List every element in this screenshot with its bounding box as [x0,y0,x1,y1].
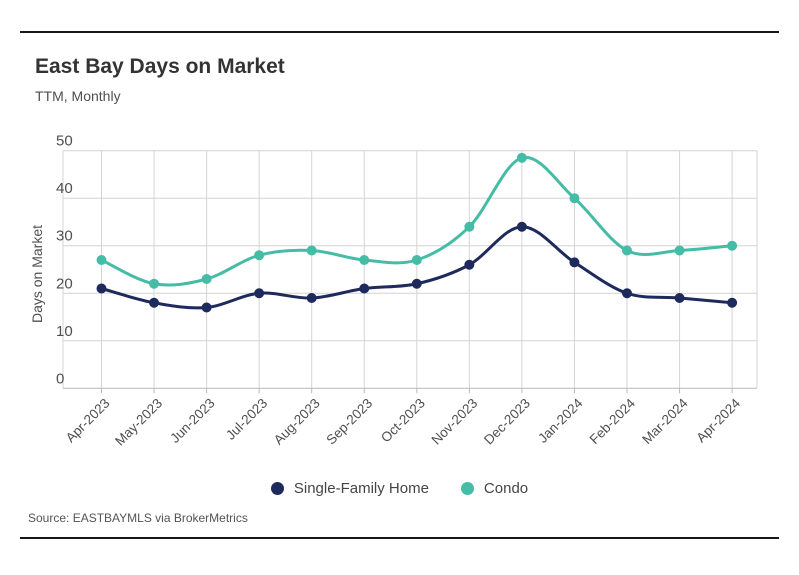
data-point[interactable] [306,245,317,256]
legend-label: Single-Family Home [293,480,429,497]
data-point[interactable] [516,221,527,232]
data-point[interactable] [254,288,265,299]
data-point[interactable] [411,278,422,289]
data-point[interactable] [306,293,317,304]
x-axis-label: Nov-2023 [428,396,480,448]
x-axis-label: Apr-2023 [63,396,113,446]
bottom-divider [20,537,779,539]
data-point[interactable] [516,152,527,163]
data-point[interactable] [254,250,265,261]
data-point[interactable] [727,240,738,251]
x-axis-label: Jun-2023 [167,396,217,446]
y-axis-tick-label: 30 [56,228,73,245]
data-point[interactable] [622,288,632,299]
x-axis-label: Jan-2024 [535,395,586,446]
x-axis-label: Sep-2023 [323,396,375,448]
data-point[interactable] [96,283,107,294]
data-point[interactable] [149,297,160,308]
data-point[interactable] [359,254,370,265]
x-axis-label: Aug-2023 [271,396,323,448]
data-point[interactable] [569,257,580,268]
data-point[interactable] [359,283,370,294]
chart-title: East Bay Days on Market [35,55,285,78]
data-point[interactable] [464,221,475,232]
data-point[interactable] [622,245,632,256]
data-point[interactable] [727,297,738,308]
y-axis-tick-label: 40 [56,180,73,197]
data-point[interactable] [674,293,685,304]
y-axis-tick-label: 0 [56,370,64,387]
x-axis-label: May-2023 [112,396,165,449]
legend: Single-Family Home Condo [0,480,799,497]
chart-subtitle: TTM, Monthly [35,88,121,104]
data-point[interactable] [411,254,422,265]
top-divider [20,31,779,33]
data-point[interactable] [96,254,107,265]
legend-swatch-icon [270,482,284,495]
x-axis-label: Mar-2024 [639,395,691,447]
legend-label: Condo [483,480,529,497]
data-point[interactable] [569,193,580,204]
legend-item: Condo [460,480,529,497]
x-axis-label: Dec-2023 [481,396,533,448]
data-point[interactable] [149,278,160,289]
y-axis-tick-label: 20 [56,275,73,292]
x-axis-label: Feb-2024 [587,395,639,447]
x-axis-label: Jul-2023 [223,396,270,443]
y-axis-tick-label: 10 [56,323,73,340]
data-point[interactable] [674,245,685,256]
data-point[interactable] [201,274,212,285]
y-axis-tick-label: 50 [56,133,73,150]
legend-swatch-icon [460,482,474,495]
data-point[interactable] [464,259,475,270]
x-axis-label: Apr-2024 [693,395,743,445]
x-axis-label: Oct-2023 [378,396,428,446]
legend-item: Single-Family Home [270,480,429,497]
source-note: Source: EASTBAYMLS via BrokerMetrics [28,511,248,525]
data-point[interactable] [201,302,212,313]
